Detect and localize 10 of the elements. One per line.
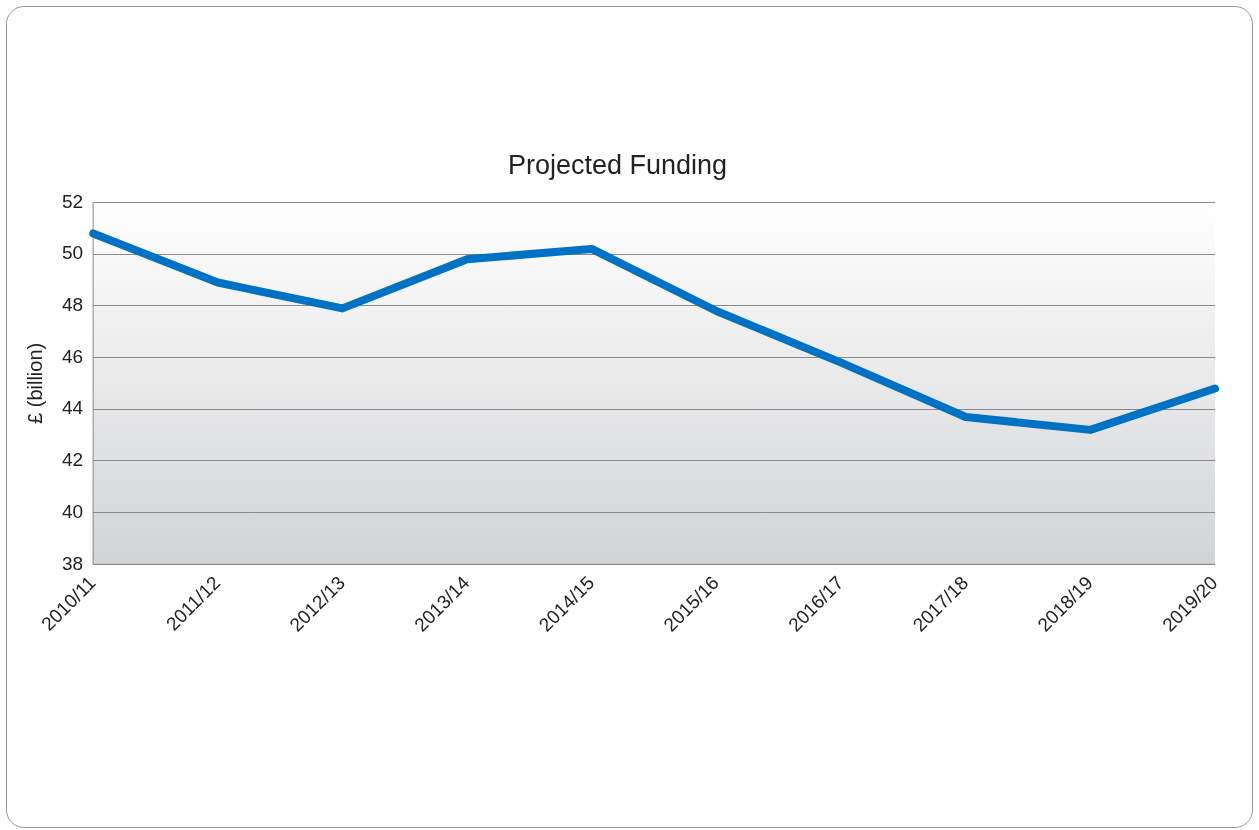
y-tick-label: 48 xyxy=(61,294,84,316)
y-tick-label: 38 xyxy=(61,552,84,574)
chart-title: Projected Funding xyxy=(507,149,728,180)
y-tick-label: 46 xyxy=(61,345,84,367)
y-tick-label: 42 xyxy=(61,449,84,471)
y-tick-label: 44 xyxy=(61,397,84,419)
y-tick-label: 50 xyxy=(61,242,84,264)
y-tick-label: 40 xyxy=(61,500,84,522)
y-axis-title: £ (billion) xyxy=(23,342,46,424)
y-tick-label: 52 xyxy=(61,190,84,212)
